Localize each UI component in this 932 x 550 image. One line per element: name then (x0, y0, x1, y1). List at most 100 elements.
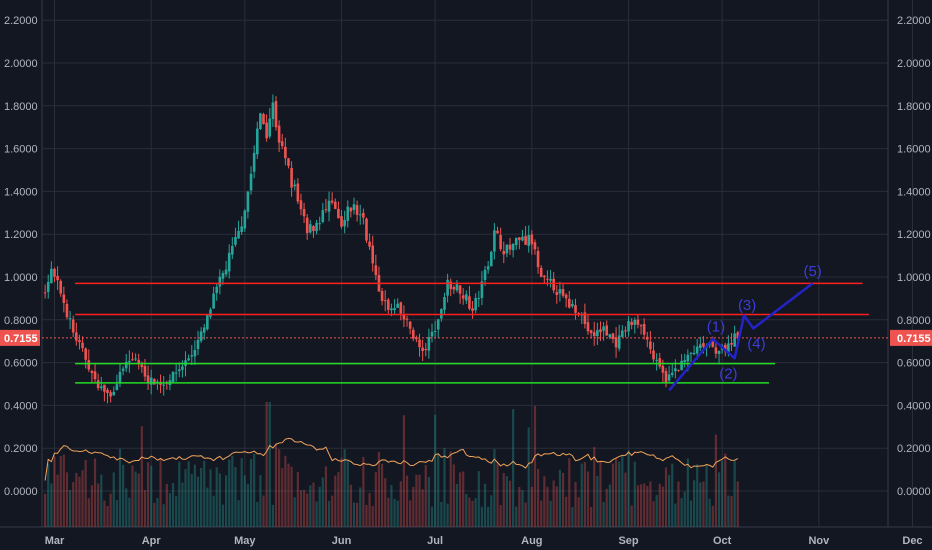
candle-body (652, 350, 655, 360)
candle-body (683, 360, 687, 362)
x-tick-label: Mar (45, 535, 65, 547)
volume-bar (146, 462, 150, 527)
volume-bar (552, 480, 555, 527)
elliott-wave-path (668, 282, 814, 392)
volume-bar (203, 460, 206, 527)
volume-bar (175, 496, 178, 527)
candle-body (268, 118, 272, 137)
candle-body (674, 368, 677, 372)
volume-bar (65, 472, 69, 527)
volume-bar (471, 500, 474, 527)
candle-body (143, 366, 147, 377)
volume-bar (618, 461, 621, 527)
candle-body (187, 358, 190, 361)
candle-body (280, 141, 284, 147)
candle-body (486, 266, 490, 270)
candle-body (424, 349, 428, 351)
volume-bar (474, 498, 477, 527)
volume-bar (668, 474, 671, 527)
volume-bar (143, 490, 147, 527)
volume-bar (56, 474, 59, 527)
candle-body (446, 279, 449, 296)
candle-body (62, 294, 66, 303)
volume-bar (674, 503, 677, 527)
volume-bar (125, 488, 128, 527)
candle-body (199, 331, 203, 342)
candle-body (396, 303, 399, 308)
volume-bar (190, 473, 193, 527)
volume-bar (736, 481, 739, 527)
candle-body (212, 293, 215, 309)
candle-body (415, 337, 418, 340)
volume-bar (677, 481, 680, 527)
candle-body (561, 289, 565, 296)
candle-body (689, 352, 693, 354)
volume-bar (614, 458, 618, 527)
candle-body (474, 297, 477, 311)
candle-body (265, 122, 268, 139)
candle-body (215, 286, 219, 294)
candle-body (249, 173, 253, 191)
candle-body (480, 281, 484, 298)
volume-bar (696, 464, 699, 527)
volume-bar (546, 486, 549, 527)
candle-body (115, 384, 119, 391)
candle-body (583, 312, 587, 324)
candle-body (686, 354, 690, 362)
candle-body (493, 230, 496, 252)
candle-body (68, 318, 72, 320)
candle-body (81, 342, 84, 349)
volume-bar (93, 458, 97, 527)
volume-bar (518, 487, 521, 527)
candle-body (106, 389, 109, 394)
volume-bar (290, 466, 293, 527)
volume-bar (455, 483, 459, 527)
y-tick-label-right: 0.2000 (897, 443, 931, 455)
y-tick-label-right: 1.6000 (897, 144, 931, 156)
candle-body (489, 251, 493, 267)
volume-bar (115, 500, 118, 527)
candle-body (621, 330, 624, 337)
volume-bar (178, 461, 181, 527)
candle-body (605, 325, 609, 336)
candle-body (193, 350, 197, 357)
current-price-label-left: 0.7155 (4, 333, 38, 345)
candle-body (468, 296, 471, 309)
volume-bar (418, 474, 421, 527)
volume-bar (106, 505, 109, 527)
candle-body (664, 371, 668, 383)
candle-body (137, 359, 141, 365)
candle-body (702, 343, 705, 347)
candle-body (699, 344, 702, 349)
candle-body (617, 335, 621, 349)
candle-body (290, 167, 293, 188)
volume-bar (362, 456, 365, 527)
volume-bar (274, 443, 278, 527)
candle-body (287, 158, 290, 166)
candle-body (586, 322, 590, 332)
candle-body (96, 380, 100, 389)
volume-bar (711, 505, 714, 527)
candle-body (271, 102, 275, 119)
candle-body (695, 346, 699, 354)
volume-bar (633, 461, 636, 527)
candle-body (103, 384, 106, 392)
volume-bar (112, 472, 115, 527)
volume-bar (540, 500, 543, 527)
volume-bar (512, 409, 515, 527)
candle-body (455, 284, 459, 291)
candle-body (723, 344, 727, 352)
volume-bar (368, 493, 371, 527)
volume-bar (265, 402, 268, 527)
volume-bar (343, 449, 346, 527)
candle-body (402, 315, 406, 320)
candle-body (262, 114, 265, 125)
volume-bar (312, 482, 315, 527)
volume-bar (683, 491, 686, 527)
candle-body (499, 235, 502, 250)
candle-body (181, 366, 184, 370)
volume-bar (449, 451, 452, 527)
volume-bar (137, 473, 140, 527)
